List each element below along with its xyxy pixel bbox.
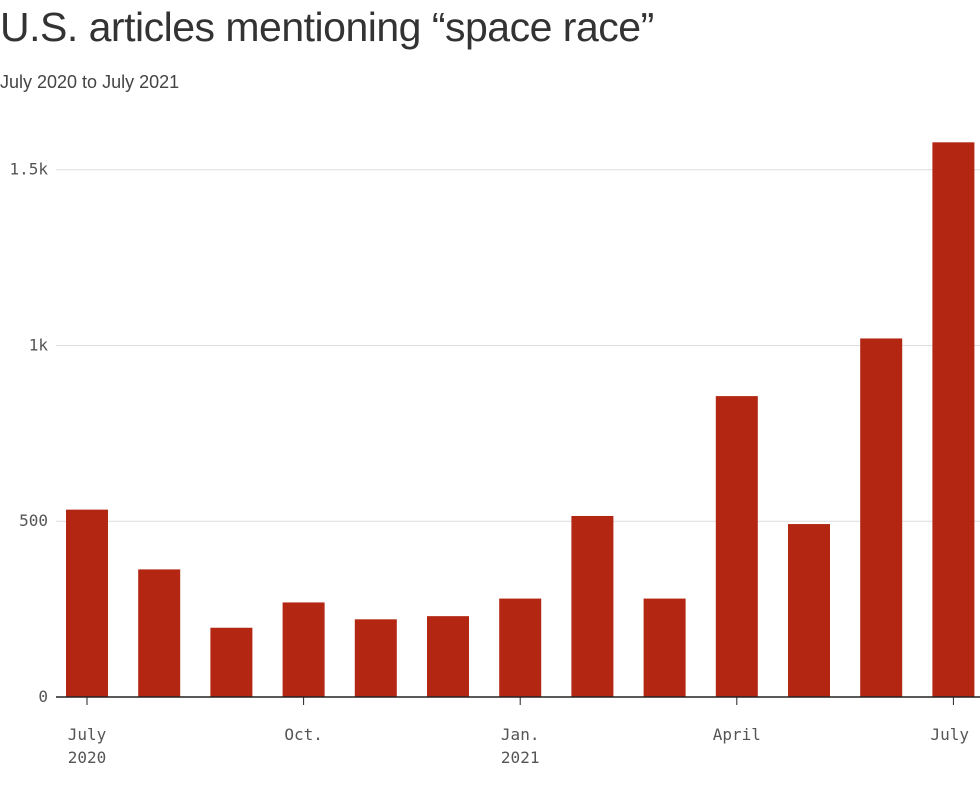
x-axis-ticks: July 2020 Oct. Jan. 2021 April July	[68, 697, 969, 767]
bar	[788, 524, 830, 697]
bar	[932, 142, 975, 698]
x-tick-label: Jan.	[501, 725, 540, 744]
x-tick-label: Oct.	[284, 725, 323, 744]
x-tick-label-year: 2021	[501, 748, 540, 767]
chart-title: U.S. articles mentioning “space race”	[0, 4, 654, 50]
x-tick-label: July	[930, 725, 969, 744]
y-tick-label: 1.5k	[9, 160, 48, 179]
bar	[715, 396, 758, 697]
bar	[282, 602, 325, 697]
x-tick-label-year: 2020	[68, 748, 107, 767]
bar	[138, 569, 181, 697]
gridlines	[56, 169, 980, 522]
bar	[571, 515, 614, 697]
bar	[427, 616, 469, 697]
bar	[643, 598, 686, 697]
bar	[860, 338, 903, 697]
x-tick-label: April	[713, 725, 761, 744]
bar	[354, 619, 397, 697]
chart-subtitle: July 2020 to July 2021	[0, 72, 180, 92]
x-tick-label: July	[68, 725, 107, 744]
y-tick-label: 1k	[29, 335, 49, 354]
bar	[66, 509, 108, 697]
y-tick-label: 0	[38, 687, 48, 706]
bars	[66, 142, 975, 698]
y-axis-ticks: 0 500 1k 1.5k	[9, 160, 48, 706]
bar	[499, 598, 542, 697]
bar	[210, 627, 253, 697]
y-tick-label: 500	[19, 511, 48, 530]
